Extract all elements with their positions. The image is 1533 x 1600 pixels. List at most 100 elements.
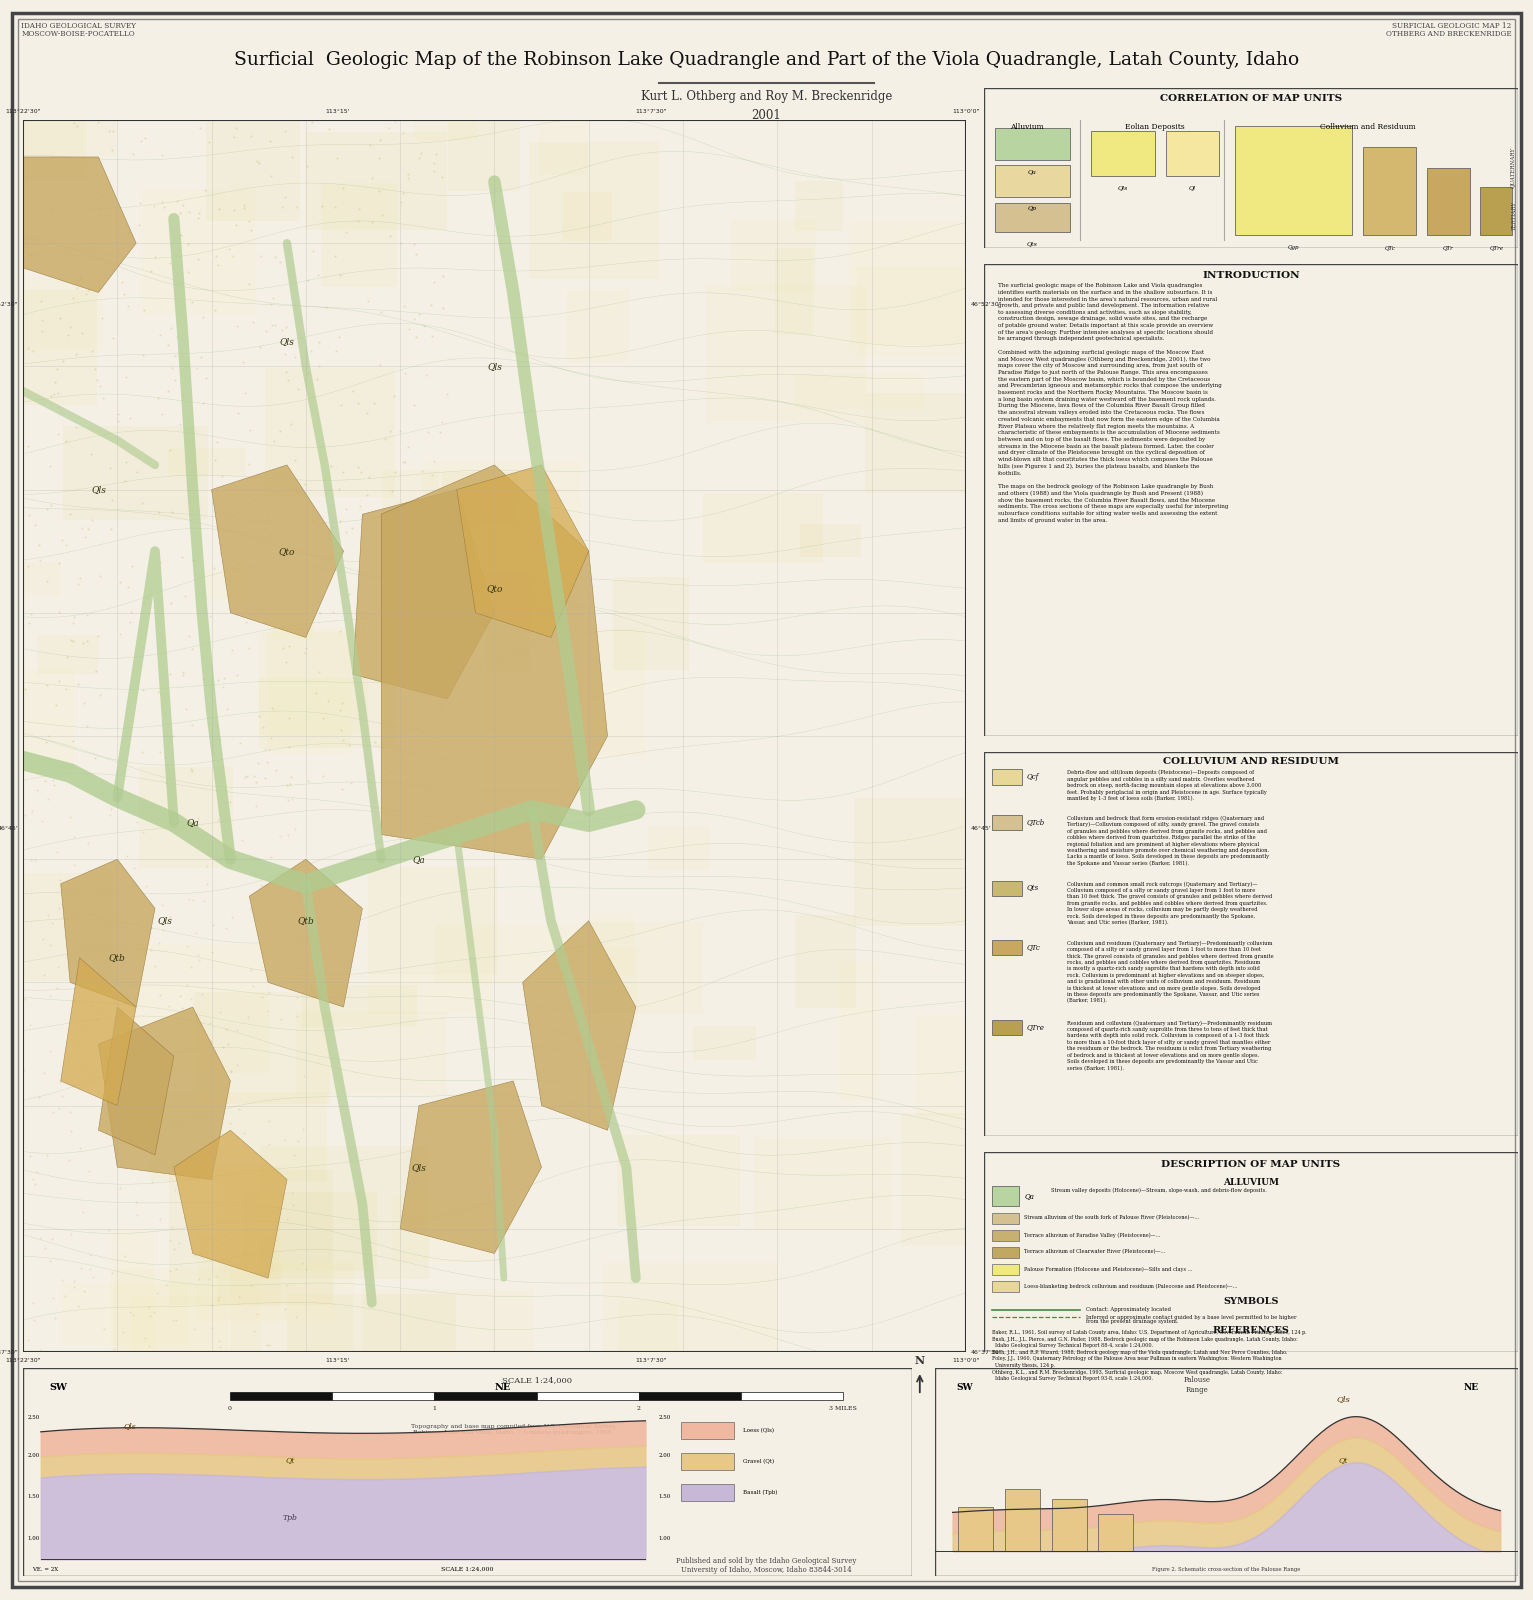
Text: 113°0'0": 113°0'0" [952, 109, 980, 114]
Text: 46°45': 46°45' [0, 826, 18, 830]
Polygon shape [23, 157, 136, 293]
Point [276, 787, 300, 813]
Point [64, 114, 89, 139]
Bar [201, 570, 251, 600]
Point [158, 661, 182, 686]
Point [359, 165, 383, 190]
Point [164, 323, 189, 349]
Point [244, 770, 268, 795]
Point [81, 901, 106, 926]
Point [434, 629, 458, 654]
Point [207, 762, 231, 787]
Text: QTr: QTr [1443, 245, 1453, 250]
Point [170, 192, 195, 218]
Point [310, 706, 334, 731]
Text: 46°45': 46°45' [970, 826, 992, 830]
Point [169, 1122, 193, 1147]
Point [253, 858, 277, 883]
Point [49, 157, 74, 182]
Point [106, 1136, 130, 1162]
Bar [865, 394, 981, 493]
Point [100, 1261, 124, 1286]
Point [46, 421, 71, 446]
Point [75, 230, 100, 256]
Point [75, 627, 100, 653]
Point [190, 304, 215, 330]
Point [46, 379, 71, 405]
Point [353, 621, 377, 646]
Point [155, 1272, 179, 1298]
Polygon shape [98, 1006, 230, 1179]
Point [213, 789, 238, 814]
Text: Qtb: Qtb [297, 917, 314, 925]
Point [402, 306, 426, 331]
Point [185, 355, 210, 381]
Point [124, 910, 149, 936]
Point [204, 1152, 228, 1178]
Point [353, 605, 377, 630]
Point [379, 758, 403, 784]
Text: INTRODUCTION: INTRODUCTION [1202, 270, 1300, 280]
Point [21, 1307, 46, 1333]
Point [212, 666, 236, 691]
Text: IDAHO GEOLOGICAL SURVEY: IDAHO GEOLOGICAL SURVEY [21, 22, 136, 30]
Point [87, 683, 112, 709]
Point [31, 926, 55, 952]
Point [44, 840, 69, 866]
Point [340, 378, 365, 403]
Text: 113°15': 113°15' [325, 1358, 350, 1363]
Bar [435, 925, 586, 982]
Point [273, 965, 297, 990]
Point [172, 1205, 196, 1230]
Text: Qt: Qt [285, 1458, 294, 1466]
Point [422, 448, 446, 474]
Point [392, 360, 417, 386]
Text: 1: 1 [432, 1406, 437, 1411]
Point [173, 696, 198, 722]
Point [284, 478, 308, 504]
Point [204, 243, 228, 269]
Polygon shape [61, 958, 136, 1106]
Point [57, 1147, 81, 1173]
Point [420, 323, 445, 349]
Point [285, 1128, 310, 1154]
Text: Loess-blanketing bedrock colluvium and residuum (Paleocene and Pleistocene)—...: Loess-blanketing bedrock colluvium and r… [1024, 1283, 1237, 1288]
Point [185, 942, 210, 968]
Bar [992, 1282, 1019, 1293]
Point [156, 1115, 181, 1141]
Text: Stream valley deposits (Holocene)—Stream, slope-wash, and debris-flow deposits.: Stream valley deposits (Holocene)—Stream… [1050, 1187, 1266, 1194]
Point [12, 677, 37, 702]
Point [184, 920, 208, 946]
Point [414, 362, 438, 387]
Point [159, 315, 184, 341]
Point [17, 502, 41, 528]
Point [293, 1256, 317, 1282]
Point [74, 282, 98, 307]
Point [112, 282, 136, 307]
Bar [442, 472, 518, 526]
Point [138, 1304, 162, 1330]
Point [328, 698, 353, 723]
Point [146, 678, 170, 704]
Point [176, 886, 201, 912]
Text: Qtb: Qtb [109, 954, 126, 962]
Point [268, 558, 293, 584]
Bar [648, 826, 710, 870]
Point [218, 789, 242, 814]
Point [166, 270, 190, 296]
Text: Qa: Qa [412, 854, 425, 864]
Point [109, 1027, 133, 1053]
Bar [602, 1262, 779, 1390]
Bar [613, 576, 690, 670]
Bar [592, 922, 704, 1014]
Point [219, 1059, 244, 1085]
Text: Palouse
Range: Palouse Range [1183, 1376, 1211, 1394]
Bar [849, 222, 977, 346]
Point [83, 357, 107, 382]
Text: 2.50: 2.50 [659, 1416, 671, 1421]
Point [273, 118, 297, 144]
Point [61, 853, 86, 878]
Point [254, 874, 279, 899]
Point [259, 291, 284, 317]
Point [49, 1083, 74, 1109]
